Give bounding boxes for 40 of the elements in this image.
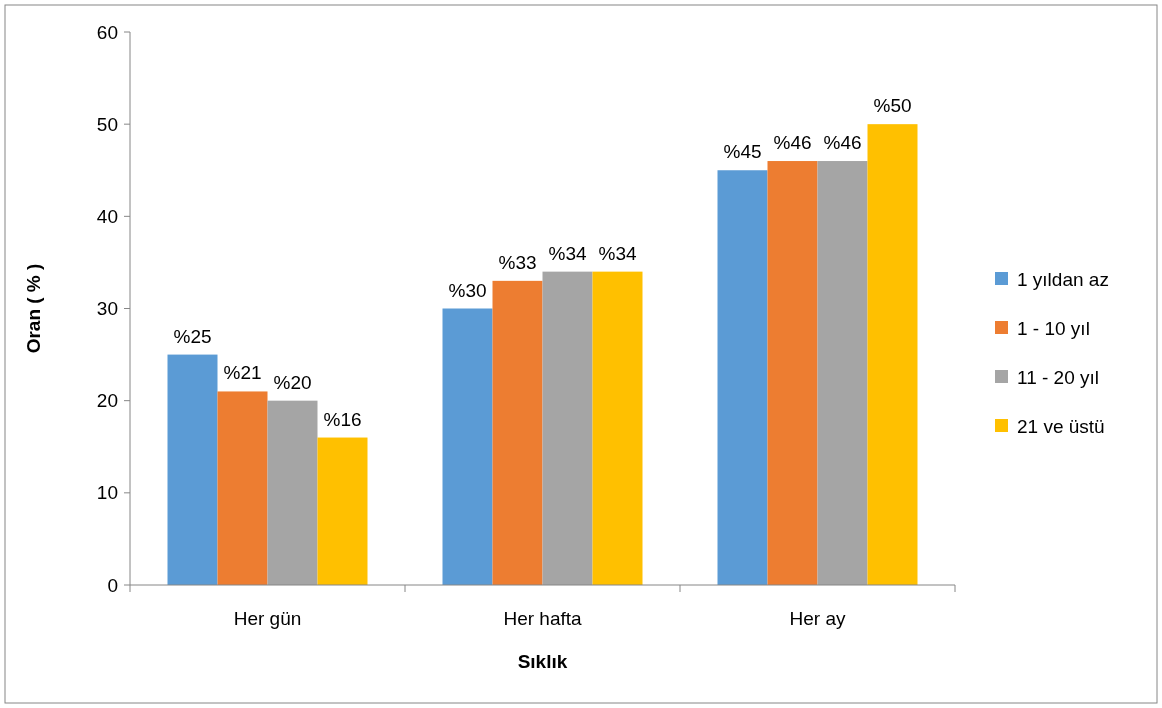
y-tick-label: 30	[96, 298, 118, 320]
y-tick-label: 0	[107, 574, 118, 596]
legend-label: 1 yıldan az	[1017, 268, 1109, 290]
bar	[442, 308, 493, 585]
bar	[167, 354, 218, 585]
data-label: %25	[173, 325, 212, 347]
y-tick-label: 20	[96, 390, 118, 412]
bar	[867, 124, 918, 585]
bar	[717, 170, 768, 585]
data-label: %46	[773, 132, 812, 154]
bar	[592, 271, 643, 585]
x-axis-title: Sıklık	[517, 651, 568, 672]
x-tick-label: Her hafta	[503, 608, 583, 629]
data-label: %34	[548, 242, 587, 264]
bar	[817, 161, 868, 585]
y-tick-label: 50	[96, 113, 118, 135]
data-label: %45	[723, 141, 762, 163]
data-label: %21	[223, 362, 262, 384]
data-label: %16	[323, 408, 362, 430]
data-label: %33	[498, 251, 537, 273]
y-tick-label: 10	[96, 482, 118, 504]
data-label: %34	[598, 242, 637, 264]
bar	[217, 391, 268, 585]
data-label: %20	[273, 371, 312, 393]
y-axis-title: Oran ( % )	[23, 263, 44, 354]
y-tick-label: 60	[96, 21, 118, 43]
bar	[267, 400, 318, 585]
data-label: %30	[448, 279, 487, 301]
legend-label: 11 - 20 yıl	[1017, 366, 1100, 388]
bar	[317, 437, 368, 585]
bar	[767, 161, 818, 585]
data-label: %46	[823, 132, 862, 154]
x-tick-label: Her ay	[789, 608, 846, 629]
bar	[542, 271, 593, 585]
data-label: %50	[873, 95, 912, 117]
bar	[492, 280, 543, 585]
x-tick-label: Her gün	[233, 608, 302, 629]
legend-label: 1 - 10 yıl	[1017, 317, 1090, 339]
y-tick-label: 40	[96, 205, 118, 227]
legend-label: 21 ve üstü	[1017, 415, 1105, 437]
